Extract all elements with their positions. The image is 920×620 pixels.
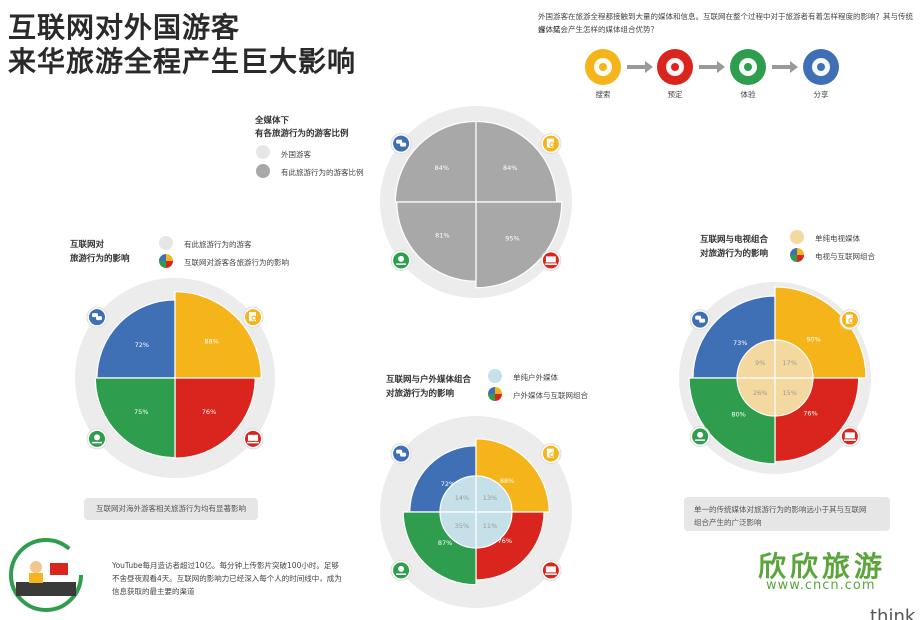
chart4-location-pin-icon — [690, 426, 710, 446]
chart1-legend-swatch-1 — [256, 164, 270, 178]
chart1-label-3: 81% — [435, 232, 449, 240]
chart2-label-1: 88% — [204, 337, 218, 345]
chart2-laptop-icon — [243, 429, 263, 449]
chart3-search-document-icon — [541, 444, 561, 464]
flow-step-laptop-icon — [657, 49, 693, 85]
chart3-chat-bubbles-icon — [391, 444, 411, 464]
chart3-legend-swatch-1 — [488, 387, 502, 401]
chart4-inner-label-0: 9% — [755, 359, 765, 367]
chart4-inner-label-2: 15% — [783, 389, 797, 397]
chart1-search-document-icon — [541, 134, 561, 154]
chart3-inner-label-3: 35% — [455, 522, 469, 530]
chart1-legend-swatch-0 — [256, 145, 270, 159]
flow-step-location-pin-icon — [730, 49, 766, 85]
flow-step-chat-bubbles-icon — [803, 49, 839, 85]
chart2-location-pin-icon — [87, 429, 107, 449]
chart4-search-document-icon — [840, 310, 860, 330]
chart1-label-2: 95% — [505, 234, 519, 242]
flow-arrow-1 — [699, 61, 725, 73]
chart4-legend-swatch-1 — [790, 248, 804, 262]
flow-arrow-2 — [772, 61, 798, 73]
flow-step-search-document-icon — [585, 49, 621, 85]
chart4-laptop-icon — [840, 426, 860, 446]
chart2-label-2: 76% — [202, 408, 216, 416]
chart4-inner-label-3: 26% — [753, 389, 767, 397]
chart4-label-1: 90% — [806, 335, 820, 343]
chart1-wedge-预定 — [476, 202, 562, 288]
chart2-label-3: 75% — [134, 408, 148, 416]
chart3-inner-label-0: 14% — [455, 494, 469, 502]
chart4-label-2: 76% — [803, 410, 817, 418]
chart1-label-0: 84% — [435, 164, 449, 172]
chart3-inner-label-1: 13% — [483, 494, 497, 502]
chart3-label-1: 88% — [500, 477, 514, 485]
chart1-label-1: 84% — [503, 164, 517, 172]
chart1-wedge-搜索 — [476, 121, 557, 202]
chart1-wedge-分享 — [395, 121, 476, 202]
chart3-label-3: 87% — [438, 539, 452, 547]
chart2-search-document-icon — [243, 307, 263, 327]
chart2-legend-swatch-0 — [159, 236, 173, 250]
chart3-laptop-icon — [541, 560, 561, 580]
flow-arrow-0 — [627, 61, 653, 73]
chart2-label-0: 72% — [135, 341, 149, 349]
chart2-wedge-搜索 — [175, 292, 261, 378]
chart4-label-0: 73% — [733, 339, 747, 347]
chart2-legend-swatch-1 — [159, 254, 173, 268]
chart3-inner-label-2: 11% — [483, 522, 497, 530]
chart2-chat-bubbles-icon — [87, 307, 107, 327]
chart1-laptop-icon — [541, 250, 561, 270]
youtube-viewer-illustration — [11, 540, 81, 610]
chart4-label-3: 80% — [731, 410, 745, 418]
chart1-location-pin-icon — [391, 250, 411, 270]
chart1-chat-bubbles-icon — [391, 134, 411, 154]
chart3-location-pin-icon — [391, 560, 411, 580]
chart4-legend-swatch-0 — [790, 230, 804, 244]
chart4-inner-label-1: 17% — [783, 359, 797, 367]
chart4-chat-bubbles-icon — [690, 310, 710, 330]
chart3-legend-swatch-0 — [488, 369, 502, 383]
